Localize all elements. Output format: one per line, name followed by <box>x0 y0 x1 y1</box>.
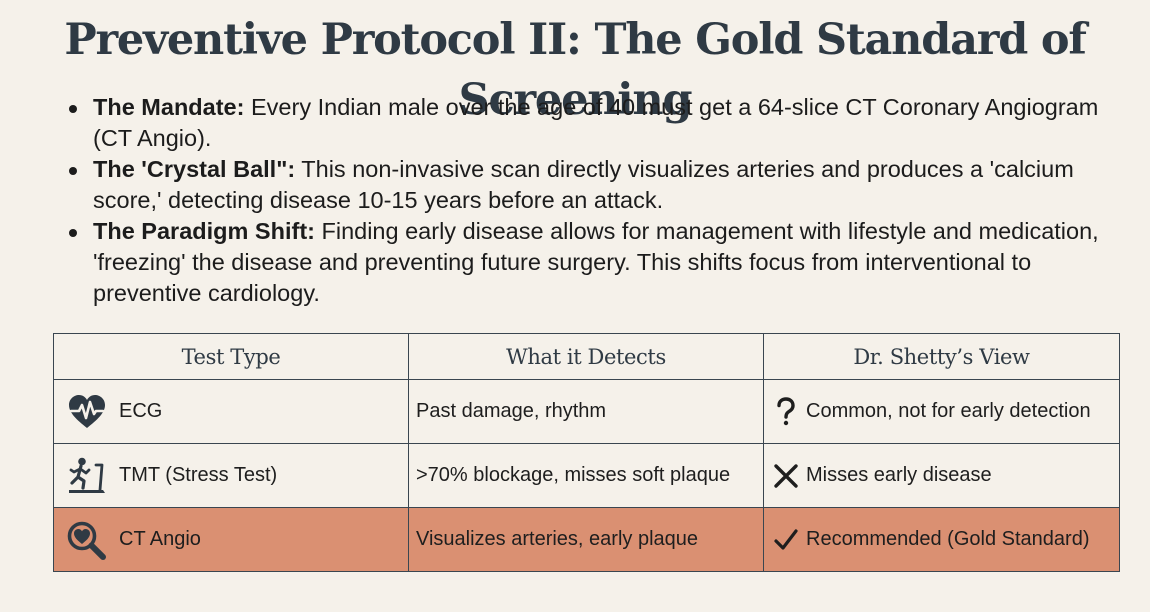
bullet-label: The Paradigm Shift: <box>93 218 315 244</box>
view-text: Common, not for early detection <box>806 400 1091 422</box>
table-header-row: Test Type What it Detects Dr. Shetty’s V… <box>53 333 1120 380</box>
detects-text: Visualizes arteries, early plaque <box>416 528 699 550</box>
test-type-cell: TMT (Stress Test) <box>53 443 409 508</box>
test-type-cell: CT Angio <box>53 507 409 572</box>
detects-text: >70% blockage, misses soft plaque <box>416 464 731 486</box>
heart-pulse-icon <box>65 392 109 432</box>
table-row-ecg: ECG Past damage, rhythm Common, not for … <box>53 379 1120 444</box>
header-dr-shetty-view: Dr. Shetty’s View <box>763 333 1120 380</box>
screening-table: Test Type What it Detects Dr. Shetty’s V… <box>53 333 1120 572</box>
detects-cell: >70% blockage, misses soft plaque <box>408 443 764 508</box>
page-title: Preventive Protocol II: The Gold Standar… <box>64 15 1087 125</box>
header-what-it-detects: What it Detects <box>408 333 764 380</box>
magnifier-heart-icon <box>65 520 109 560</box>
bullet-text: Finding early disease allows for managem… <box>93 218 1099 306</box>
test-type-cell: ECG <box>53 379 409 444</box>
test-name: ECG <box>119 400 163 422</box>
test-name: CT Angio <box>119 528 201 550</box>
bullet-dot <box>69 167 77 175</box>
view-cell: Recommended (Gold Standard) <box>763 507 1120 572</box>
bullet-dot <box>69 105 77 113</box>
treadmill-runner-icon <box>65 456 109 496</box>
cross-icon <box>772 461 800 491</box>
view-text: Recommended (Gold Standard) <box>806 528 1090 550</box>
view-cell: Misses early disease <box>763 443 1120 508</box>
header-test-type: Test Type <box>53 333 409 380</box>
detects-cell: Past damage, rhythm <box>408 379 764 444</box>
bullet-item-crystal-ball: The 'Crystal Ball": This non-invasive sc… <box>66 154 1106 216</box>
bullet-text: This non-invasive scan directly visualiz… <box>93 156 1074 213</box>
bullet-item-paradigm-shift: The Paradigm Shift: Finding early diseas… <box>66 216 1106 309</box>
view-text: Misses early disease <box>806 464 992 486</box>
test-name: TMT (Stress Test) <box>119 464 278 486</box>
bullet-label: The 'Crystal Ball": <box>93 156 296 182</box>
detects-cell: Visualizes arteries, early plaque <box>408 507 764 572</box>
detects-text: Past damage, rhythm <box>416 400 607 422</box>
checkmark-icon <box>772 525 800 555</box>
bullet-item-mandate: The Mandate: Every Indian male over the … <box>66 92 1106 154</box>
table-row-ct-angio: CT Angio Visualizes arteries, early plaq… <box>53 507 1120 572</box>
question-mark-icon <box>772 396 800 427</box>
view-cell: Common, not for early detection <box>763 379 1120 444</box>
bullet-list: The Mandate: Every Indian male over the … <box>66 92 1106 309</box>
bullet-label: The Mandate: <box>93 94 245 120</box>
bullet-text: Every Indian male over the age of 40 mus… <box>93 94 1099 151</box>
table-row-tmt: TMT (Stress Test) >70% blockage, misses … <box>53 443 1120 508</box>
bullet-dot <box>69 229 77 237</box>
